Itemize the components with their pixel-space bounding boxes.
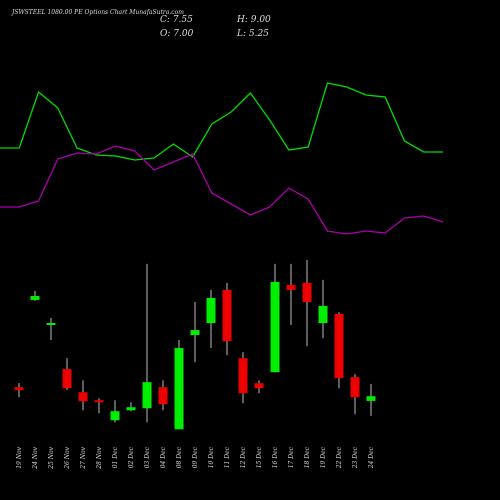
candle-body: [286, 284, 296, 290]
indicator-line: [0, 82, 443, 161]
x-tick-label: 08 Dec: [176, 446, 183, 468]
x-tick-label: 27 Nov: [80, 446, 87, 469]
x-tick-label: 11 Dec: [224, 446, 231, 468]
x-tick-label: 25 Nov: [48, 446, 55, 469]
x-tick-label: 22 Dec: [336, 446, 343, 469]
candle-body: [78, 392, 88, 402]
candle-body: [46, 322, 56, 326]
x-tick-label: 18 Dec: [304, 446, 311, 468]
candle-body: [222, 289, 232, 342]
candle-body: [350, 377, 360, 398]
x-tick-label: 24 Nov: [32, 446, 39, 469]
close-label: C: 7.55: [160, 15, 193, 25]
candle-body: [158, 387, 168, 405]
x-tick-label: 26 Nov: [64, 446, 71, 469]
x-tick-label: 03 Dec: [144, 446, 151, 468]
candle-body: [14, 387, 24, 391]
candle-body: [254, 383, 264, 389]
x-tick-label: 23 Dec: [352, 446, 359, 469]
x-tick-label: 04 Dec: [160, 446, 167, 468]
x-tick-label: 16 Dec: [272, 446, 279, 468]
candle-body: [366, 396, 376, 401]
candle-body: [126, 407, 136, 411]
open-label: O: 7.00: [160, 29, 194, 39]
candle-body: [94, 400, 104, 403]
x-tick-label: 24 Dec: [368, 446, 375, 469]
x-tick-label: 01 Dec: [112, 446, 119, 468]
candle-body: [142, 382, 152, 409]
chart-title: JSWSTEEL 1080.00 PE Options Chart Munafa…: [10, 9, 184, 16]
x-tick-label: 19 Nov: [16, 446, 23, 468]
x-tick-label: 02 Dec: [128, 446, 135, 468]
indicator-line: [0, 145, 444, 235]
candle-body: [302, 282, 312, 302]
x-tick-label: 10 Dec: [208, 446, 215, 468]
candle-body: [318, 305, 328, 323]
candle-body: [190, 330, 200, 336]
candle-body: [270, 281, 280, 373]
low-label: L: 5.25: [236, 29, 269, 39]
x-tick-label: 15 Dec: [256, 446, 263, 468]
candle-body: [30, 295, 40, 300]
candle-body: [334, 313, 344, 379]
candle-body: [206, 297, 216, 323]
x-tick-label: 12 Dec: [240, 446, 247, 468]
candle-body: [62, 369, 72, 389]
candle-body: [174, 348, 184, 430]
x-tick-label: 09 Dec: [192, 446, 199, 468]
x-tick-label: 28 Nov: [96, 446, 103, 469]
candle-body: [110, 411, 120, 421]
x-tick-label: 17 Dec: [288, 446, 295, 468]
candle-body: [238, 358, 248, 394]
x-tick-label: 19 Dec: [320, 446, 327, 468]
high-label: H: 9.00: [236, 15, 271, 25]
